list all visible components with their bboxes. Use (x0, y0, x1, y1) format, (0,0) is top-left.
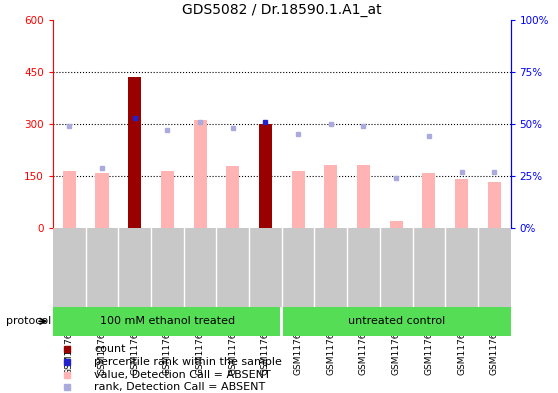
Bar (128, 77, 141, 228)
Bar (95, 173, 109, 228)
Bar (128, 77, 141, 228)
Bar (63, 171, 76, 228)
Bar (357, 165, 370, 228)
Bar (283, 307, 511, 336)
Bar (161, 171, 174, 228)
Bar (292, 171, 305, 228)
Bar (324, 165, 338, 228)
Bar (422, 173, 435, 228)
Text: percentile rank within the sample: percentile rank within the sample (94, 357, 282, 367)
Bar (259, 125, 272, 228)
Bar (226, 166, 239, 228)
Text: rank, Detection Call = ABSENT: rank, Detection Call = ABSENT (94, 382, 266, 393)
Text: count: count (94, 344, 126, 354)
Bar (194, 120, 206, 228)
Text: untreated control: untreated control (348, 316, 445, 326)
Text: protocol: protocol (6, 316, 51, 326)
Title: GDS5082 / Dr.18590.1.A1_at: GDS5082 / Dr.18590.1.A1_at (182, 3, 382, 17)
Bar (389, 221, 403, 228)
Bar (488, 182, 501, 228)
Bar (53, 307, 280, 336)
Bar (259, 125, 272, 228)
Text: value, Detection Call = ABSENT: value, Detection Call = ABSENT (94, 370, 271, 380)
Bar (455, 179, 468, 228)
Text: 100 mM ethanol treated: 100 mM ethanol treated (100, 316, 235, 326)
